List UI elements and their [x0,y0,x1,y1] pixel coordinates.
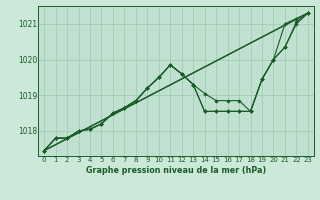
X-axis label: Graphe pression niveau de la mer (hPa): Graphe pression niveau de la mer (hPa) [86,166,266,175]
